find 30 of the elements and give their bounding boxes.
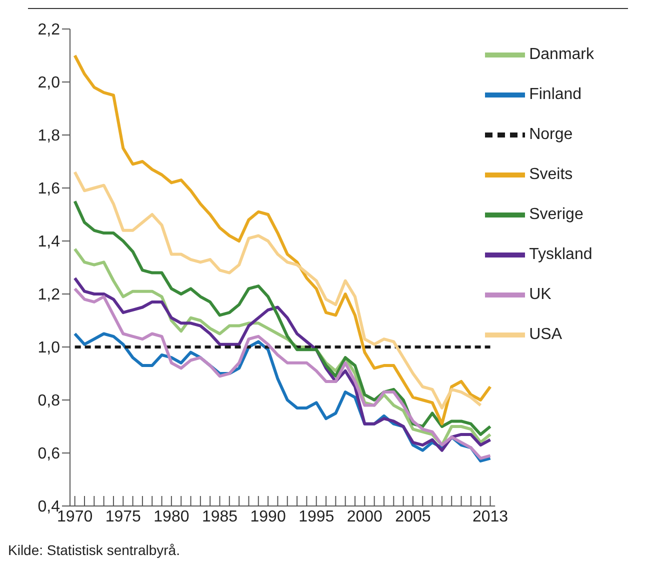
legend-label: Tyskland (529, 246, 592, 264)
legend-label: UK (529, 286, 552, 304)
y-tick-label: 0,4 (38, 498, 60, 516)
x-tick-label: 2000 (346, 508, 383, 526)
y-tick-label: 2,0 (38, 74, 60, 92)
x-tick-label: 1990 (250, 508, 286, 526)
y-tick-label: 1,8 (38, 128, 60, 145)
line-series (73, 54, 492, 426)
text: Kilde: Statistisk sentralbyrå. (8, 542, 181, 558)
x-tick-label: 2013 (472, 508, 508, 526)
y-tick-label: 0,6 (38, 446, 60, 463)
y-tick-label: 1,0 (38, 340, 60, 357)
x-tick-label: 2005 (395, 508, 431, 526)
line-series (73, 170, 482, 410)
y-tick-label: 2,2 (38, 22, 60, 39)
legend-label: USA (529, 326, 562, 344)
x-tick-label: 1985 (202, 508, 238, 526)
x-tick-label: 1995 (298, 508, 334, 526)
legend-label: Danmark (529, 46, 594, 64)
legend-label: Finland (529, 86, 582, 104)
line-series (73, 200, 492, 436)
y-tick-label: 1,4 (38, 234, 60, 251)
x-tick-label: 1975 (105, 508, 142, 526)
x-tick-label: 1980 (154, 508, 190, 526)
legend-label: Sverige (529, 206, 584, 224)
legend-label: Norge (529, 126, 573, 144)
y-tick-label: 1,2 (38, 286, 60, 304)
y-tick-label: 0,8 (38, 392, 60, 410)
y-tick-label: 1,6 (38, 180, 60, 198)
legend-label: Sveits (529, 166, 573, 184)
